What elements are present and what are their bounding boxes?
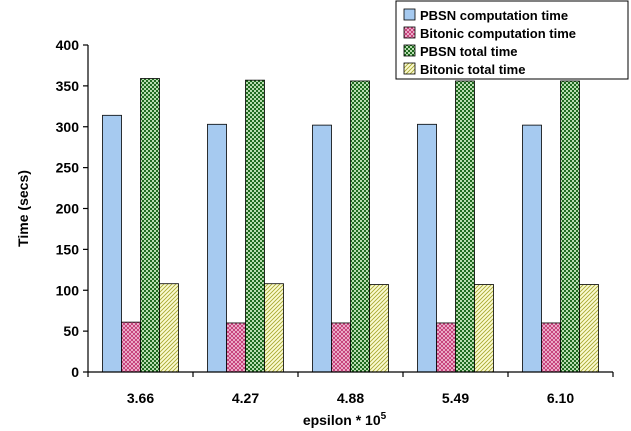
bar-bitonic-computation-time-4.27 [226,322,246,373]
bar-pbsn-computation-time-4.88 [312,124,332,373]
legend-label-bitonic-computation-time: Bitonic computation time [420,26,576,41]
bar-pbsn-total-time-4.88 [350,80,370,373]
x-tick-label-5.49: 5.49 [442,390,469,406]
axes: 0 50 100 150 200 250 300 350 400 3.66 4.27 4.88 5.49… [15,37,614,428]
x-axis-title: epsilon * 105 [303,411,387,428]
bar-bitonic-total-time-4.27 [264,283,284,373]
y-tick-label-200: 200 [56,201,80,217]
y-tick-label-300: 300 [56,119,80,135]
y-axis-title: Time (secs) [15,170,31,247]
y-tick-label-0: 0 [71,364,79,380]
bar-bitonic-total-time-6.10 [579,284,599,373]
bar-bitonic-total-time-4.88 [369,284,389,373]
y-tick-label-150: 150 [56,241,80,257]
legend-label-pbsn-total-time: PBSN total time [420,44,518,59]
legend-box [395,0,629,80]
bar-pbsn-total-time-4.27 [245,79,265,373]
bar-pbsn-total-time-3.66 [140,78,160,373]
x-tick-label-3.66: 3.66 [127,390,154,406]
legend-label-pbsn-computation-time: PBSN computation time [420,8,568,23]
y-tick-label-50: 50 [63,323,79,339]
x-tick-label-6.10: 6.10 [547,390,574,406]
legend-swatch-pbsn-computation-time [403,8,416,21]
y-tick-label-100: 100 [56,282,80,298]
bar-pbsn-computation-time-4.27 [207,123,227,373]
y-tick-label-350: 350 [56,78,80,94]
y-tick-label-250: 250 [56,160,80,176]
legend-swatch-pbsn-total-time [403,44,416,57]
bar-bitonic-computation-time-4.88 [331,322,351,373]
legend-label-bitonic-total-time: Bitonic total time [420,62,525,77]
y-tick-label-400: 400 [56,37,80,53]
bar-pbsn-total-time-5.49 [455,80,475,373]
bar-pbsn-computation-time-6.10 [522,124,542,373]
plot-area [102,78,599,373]
bar-bitonic-total-time-5.49 [474,284,494,373]
bar-bitonic-computation-time-5.49 [436,322,456,373]
bar-bitonic-computation-time-6.10 [541,322,561,373]
bar-pbsn-computation-time-3.66 [102,114,122,373]
bar-pbsn-total-time-6.10 [560,80,580,373]
bar-bitonic-computation-time-3.66 [121,321,141,373]
bar-bitonic-total-time-3.66 [159,283,179,373]
x-tick-label-4.27: 4.27 [232,390,259,406]
x-tick-label-4.88: 4.88 [337,390,364,406]
legend: PBSN computation time Bitonic computation… [395,0,629,80]
legend-swatch-bitonic-total-time [403,62,416,75]
legend-swatch-bitonic-computation-time [403,26,416,39]
bar-pbsn-computation-time-5.49 [417,123,437,373]
